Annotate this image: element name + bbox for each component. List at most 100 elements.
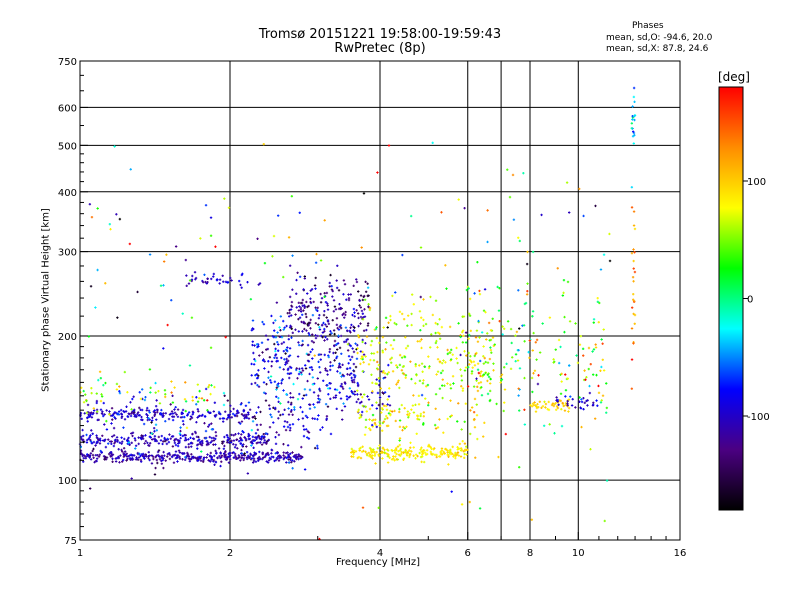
echo-point — [458, 442, 462, 446]
echo-point — [113, 416, 116, 419]
x-axis-label: Frequency [MHz] — [336, 557, 421, 568]
echo-point — [390, 356, 394, 360]
x-tick-label: 2 — [227, 548, 233, 559]
echo-point — [343, 316, 346, 319]
echo-point — [138, 406, 141, 410]
echo-point — [367, 363, 371, 366]
echo-point — [246, 454, 250, 458]
echo-point — [209, 392, 212, 396]
chart-subtitle: RwPretec (8p) — [334, 41, 426, 56]
echo-point — [287, 407, 290, 410]
echo-point — [282, 275, 285, 279]
echo-point — [174, 406, 177, 409]
echo-point — [204, 204, 208, 207]
echo-point — [488, 389, 492, 393]
echo-point — [257, 406, 260, 409]
echo-point — [603, 519, 606, 523]
echo-point — [212, 458, 216, 462]
echo-point — [371, 413, 375, 417]
echo-point — [631, 298, 635, 301]
echo-point — [241, 444, 244, 447]
echo-point — [633, 270, 637, 274]
echo-point — [364, 290, 368, 294]
echo-point — [285, 393, 288, 396]
echo-point — [381, 447, 385, 450]
echo-point — [447, 455, 450, 458]
echo-point — [554, 348, 557, 351]
echo-point — [450, 490, 453, 493]
echo-point — [215, 413, 218, 417]
echo-point — [409, 214, 413, 218]
echo-point — [360, 400, 363, 404]
echo-point — [121, 458, 125, 462]
echo-point — [99, 399, 103, 403]
echo-point — [385, 341, 388, 344]
echo-point — [299, 457, 302, 460]
echo-point — [381, 457, 384, 460]
echo-point — [219, 464, 222, 468]
echo-point — [250, 457, 254, 460]
echo-point — [289, 324, 292, 328]
echo-point — [177, 440, 181, 443]
echo-point — [455, 346, 458, 350]
echo-point — [220, 454, 224, 457]
echo-point — [267, 438, 270, 442]
echo-point — [308, 403, 312, 407]
echo-point — [293, 460, 296, 463]
echo-point — [316, 447, 319, 450]
echo-point — [631, 114, 634, 118]
echo-point — [479, 359, 482, 363]
echo-point — [190, 278, 194, 281]
echo-point — [137, 442, 140, 446]
echo-point — [407, 416, 410, 419]
echo-point — [88, 203, 92, 206]
echo-point — [357, 397, 360, 401]
echo-point — [326, 373, 329, 376]
echo-point — [311, 417, 314, 420]
echo-point — [288, 376, 291, 380]
echo-point — [85, 411, 89, 415]
echo-point — [340, 409, 344, 412]
echo-point — [398, 419, 402, 422]
echo-point — [93, 461, 96, 464]
echo-point — [178, 432, 182, 435]
echo-point — [170, 391, 173, 394]
echo-point — [287, 453, 290, 456]
echo-point — [183, 433, 186, 437]
echo-point — [597, 384, 600, 388]
echo-point — [409, 446, 412, 449]
echo-point — [137, 436, 140, 439]
echo-point — [170, 410, 174, 413]
echo-point — [240, 448, 243, 452]
echo-point — [410, 323, 413, 327]
echo-point — [576, 361, 580, 365]
echo-point — [153, 411, 157, 414]
echo-point — [323, 353, 326, 357]
echo-point — [313, 284, 317, 287]
echo-point — [503, 327, 506, 330]
echo-point — [541, 404, 545, 408]
echo-point — [132, 395, 135, 398]
echo-point — [184, 445, 188, 449]
echo-point — [320, 297, 324, 300]
echo-point — [129, 401, 132, 404]
echo-point — [403, 407, 406, 410]
echo-point — [255, 411, 258, 414]
echo-point — [249, 298, 253, 301]
echo-point — [271, 255, 274, 258]
echo-point — [195, 421, 198, 424]
echo-point — [632, 210, 636, 213]
echo-point — [368, 446, 372, 450]
echo-point — [444, 447, 447, 451]
echo-point — [171, 418, 175, 422]
echo-point — [286, 420, 289, 424]
echo-point — [486, 240, 489, 244]
echo-point — [323, 309, 326, 313]
echo-point — [544, 406, 547, 409]
echo-point — [532, 372, 535, 375]
echo-point — [478, 289, 481, 293]
echo-point — [325, 417, 328, 420]
echo-point — [272, 421, 275, 424]
echo-point — [438, 455, 441, 458]
